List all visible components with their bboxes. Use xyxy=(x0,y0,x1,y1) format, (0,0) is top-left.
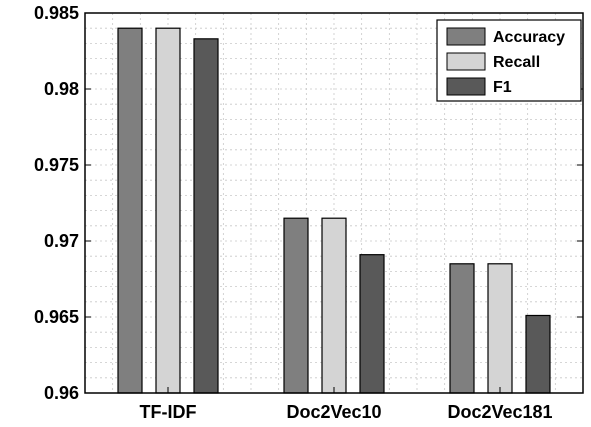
y-tick-label: 0.985 xyxy=(34,3,79,23)
bar-accuracy-doc2vec10 xyxy=(283,217,309,394)
legend: Accuracy Recall F1 xyxy=(436,19,582,102)
bar-accuracy-doc2vec181 xyxy=(449,263,475,394)
bar-f1-doc2vec181 xyxy=(525,314,551,394)
bar-recall-doc2vec10 xyxy=(321,217,347,394)
bar-f1-tf-idf xyxy=(193,38,219,394)
y-tick-label: 0.965 xyxy=(34,307,79,327)
y-tick-label: 0.97 xyxy=(44,231,79,251)
bar-f1-doc2vec10 xyxy=(359,254,385,394)
bar-recall-doc2vec181 xyxy=(487,263,513,394)
legend-label-recall: Recall xyxy=(493,54,540,71)
bars xyxy=(117,27,551,394)
x-tick-label: Doc2Vec10 xyxy=(286,402,381,422)
y-axis: 0.96 0.965 0.97 0.975 0.98 0.985 xyxy=(34,3,583,403)
y-tick-label: 0.98 xyxy=(44,79,79,99)
legend-swatch-f1 xyxy=(446,77,486,96)
legend-swatch-recall xyxy=(446,52,486,71)
x-axis: TF-IDF Doc2Vec10 Doc2Vec181 xyxy=(140,387,553,422)
x-tick-label: Doc2Vec181 xyxy=(447,402,552,422)
x-tick-label: TF-IDF xyxy=(140,402,197,422)
bar-accuracy-tf-idf xyxy=(117,27,143,394)
legend-label-f1: F1 xyxy=(493,79,512,96)
legend-label-accuracy: Accuracy xyxy=(493,29,565,46)
y-tick-label: 0.975 xyxy=(34,155,79,175)
bar-recall-tf-idf xyxy=(155,27,181,394)
legend-swatch-accuracy xyxy=(446,27,486,46)
y-tick-label: 0.96 xyxy=(44,383,79,403)
